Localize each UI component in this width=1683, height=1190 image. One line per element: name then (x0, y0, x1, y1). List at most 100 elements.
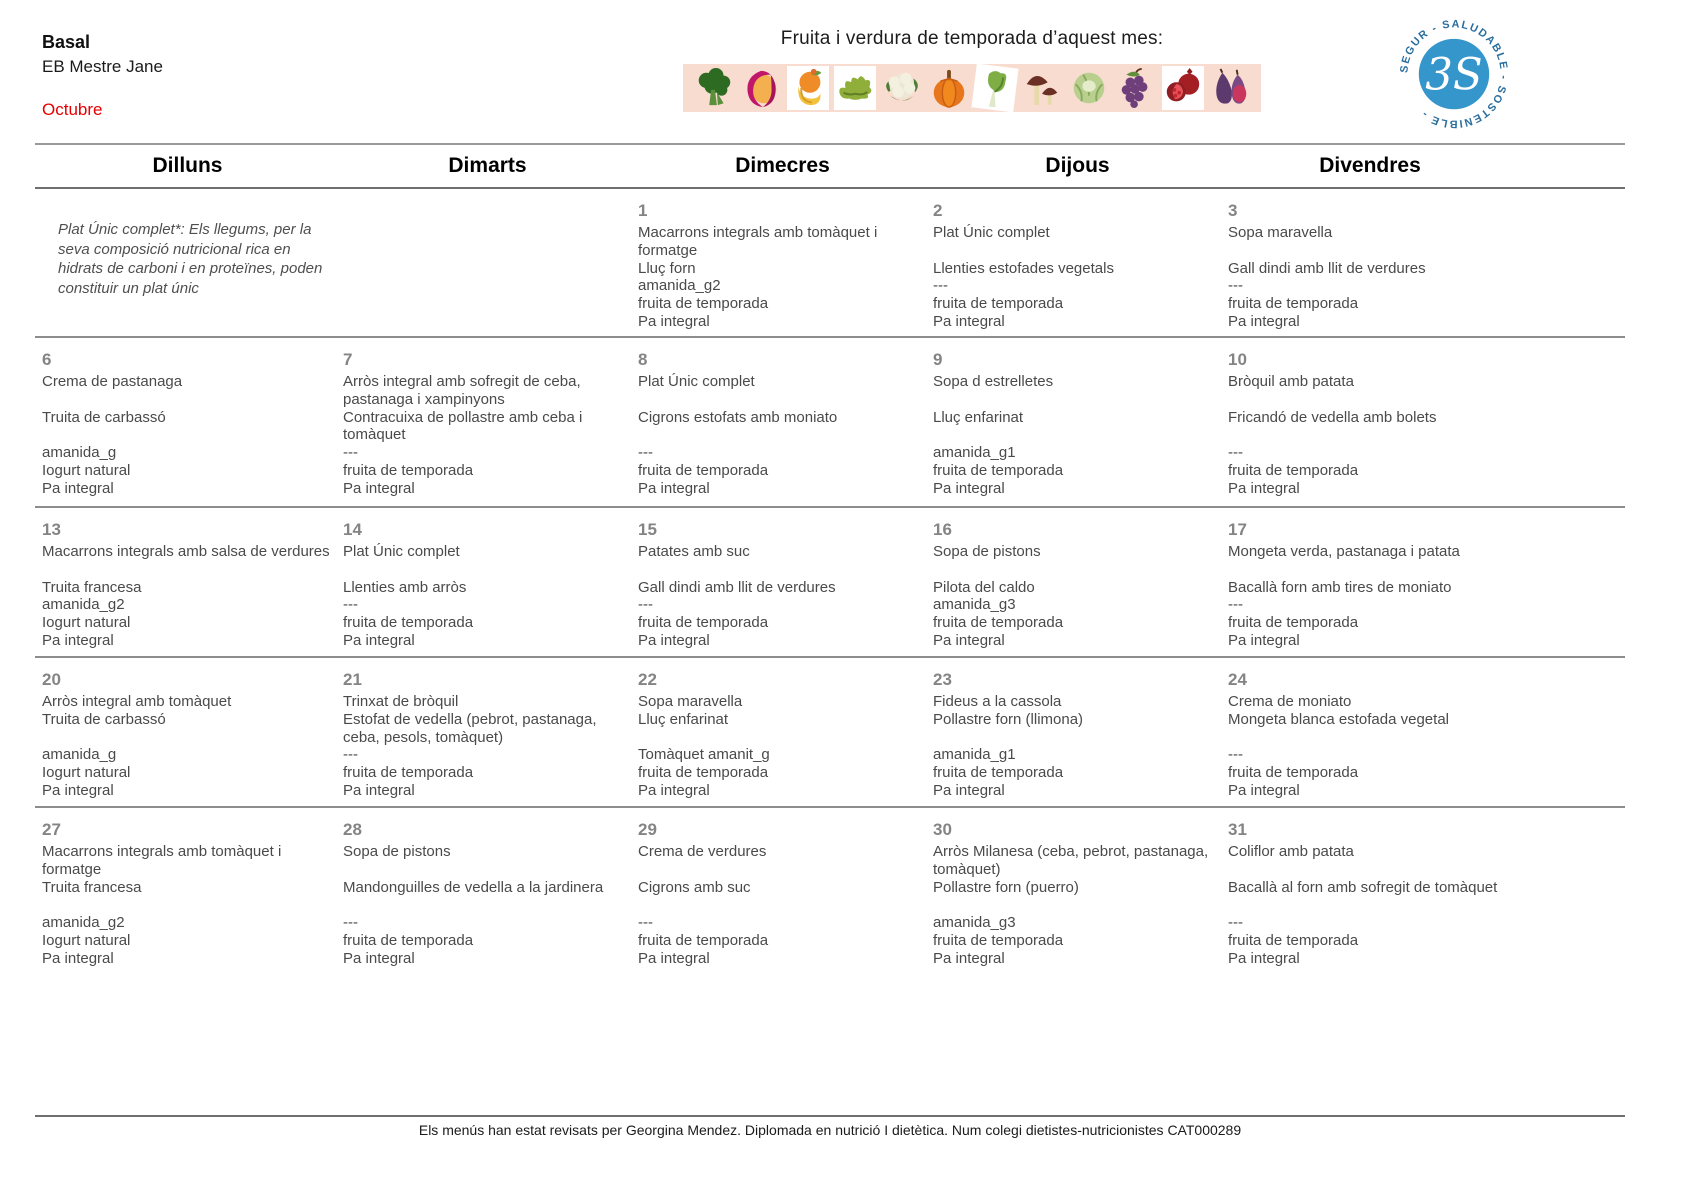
day-cell-14: 14 Plat Únic complet Llenties amb arròs … (340, 508, 635, 656)
season-block: Fruita i verdura de temporada d’aquest m… (683, 28, 1261, 113)
day-number: 20 (42, 670, 61, 689)
header: Basal EB Mestre Jane Octubre Fruita i ve… (0, 0, 1683, 143)
day-number: 29 (638, 820, 657, 839)
day-number: 9 (933, 350, 943, 369)
day-cell-31: 31 Coliflor amb patata Bacallà al forn a… (1225, 808, 1625, 1117)
day-number: 23 (933, 670, 952, 689)
sweet-potato-icon (740, 66, 782, 110)
day-cell-22: 22 Sopa maravella Lluç enfarinat Tomàque… (635, 658, 930, 806)
day-menu: Arròs integral amb tomàquet Truita de ca… (42, 693, 232, 799)
day-number: 17 (1228, 520, 1247, 539)
day-cell-15: 15 Patates amb suc Gall dindi amb llit d… (635, 508, 930, 656)
day-number: 27 (42, 820, 61, 839)
calendar-table: Dilluns Dimarts Dimecres Dijous Divendre… (35, 143, 1625, 1117)
figs-icon (1209, 66, 1251, 110)
day-menu: Arròs integral amb sofregit de ceba, pas… (343, 373, 583, 497)
day-menu: Sopa maravella Lluç enfarinat Tomàquet a… (638, 693, 770, 799)
note-cell: Plat Únic complet*: Els llegums, per la … (35, 189, 340, 336)
month-label: Octubre (42, 100, 103, 119)
day-number: 28 (343, 820, 362, 839)
day-number: 10 (1228, 350, 1247, 369)
brand-logo: 3S SEGUR - SALUDABLE - SOSTENIBLE - (1396, 14, 1512, 130)
day-cell-13: 13 Macarrons integrals amb salsa de verd… (35, 508, 340, 656)
day-header-dijous: Dijous (1045, 154, 1110, 177)
day-menu: Sopa d estrelletes Lluç enfarinat amanid… (933, 373, 1064, 497)
day-cell-3: 3 Sopa maravella Gall dindi amb llit de … (1225, 189, 1625, 336)
grapes-icon (1115, 66, 1157, 110)
week-row-1: Plat Únic complet*: Els llegums, per la … (35, 189, 1625, 338)
week-row-5: 27 Macarrons integrals amb tomàquet i fo… (35, 808, 1625, 1117)
day-cell-23: 23 Fideus a la cassola Pollastre forn (l… (930, 658, 1225, 806)
day-number: 3 (1228, 201, 1238, 220)
day-cell-27: 27 Macarrons integrals amb tomàquet i fo… (35, 808, 340, 1117)
day-header-dimecres: Dimecres (735, 154, 830, 177)
day-number: 24 (1228, 670, 1247, 689)
chard-icon (971, 63, 1019, 113)
day-cell-2: 2 Plat Únic complet Llenties estofades v… (930, 189, 1225, 336)
day-number: 6 (42, 350, 52, 369)
day-menu: Mongeta verda, pastanaga i patata Bacall… (1228, 543, 1460, 649)
day-cell-20: 20 Arròs integral amb tomàquet Truita de… (35, 658, 340, 806)
day-cell-28: 28 Sopa de pistons Mandonguilles de vede… (340, 808, 635, 1117)
program-name: Basal (42, 32, 91, 52)
day-cell-8: 8 Plat Únic complet Cigrons estofats amb… (635, 338, 930, 506)
day-cell-24: 24 Crema de moniato Mongeta blanca estof… (1225, 658, 1625, 806)
day-menu: Arròs Milanesa (ceba, pebrot, pastanaga,… (933, 843, 1209, 967)
day-menu: Macarrons integrals amb tomàquet i forma… (638, 224, 878, 330)
day-menu: Patates amb suc Gall dindi amb llit de v… (638, 543, 836, 649)
day-menu: Crema de moniato Mongeta blanca estofada… (1228, 693, 1449, 799)
day-cell-21: 21 Trinxat de bròquil Estofat de vedella… (340, 658, 635, 806)
logo-monogram: 3S (1425, 51, 1482, 101)
day-menu: Coliflor amb patata Bacallà al forn amb … (1228, 843, 1498, 967)
day-menu: Sopa maravella Gall dindi amb llit de ve… (1228, 224, 1426, 330)
day-cell-7: 7 Arròs integral amb sofregit de ceba, p… (340, 338, 635, 506)
day-number: 21 (343, 670, 362, 689)
day-cell-9: 9 Sopa d estrelletes Lluç enfarinat aman… (930, 338, 1225, 506)
day-number: 13 (42, 520, 61, 539)
day-menu: Crema de verdures Cigrons amb suc --- fr… (638, 843, 769, 967)
week-row-4: 20 Arròs integral amb tomàquet Truita de… (35, 658, 1625, 808)
day-menu: Macarrons integrals amb tomàquet i forma… (42, 843, 282, 967)
school-block: Basal EB Mestre Jane (42, 32, 163, 77)
week-row-3: 13 Macarrons integrals amb salsa de verd… (35, 508, 1625, 658)
cauliflower-icon (881, 66, 923, 110)
cabbage-icon (1068, 66, 1110, 110)
escarole-icon (833, 66, 876, 110)
day-menu: Bròquil amb patata Fricandó de vedella a… (1228, 373, 1437, 497)
pumpkin-icon (928, 66, 970, 110)
day-menu: Crema de pastanaga Truita de carbassó am… (42, 373, 183, 497)
day-cell-1: 1 Macarrons integrals amb tomàquet i for… (635, 189, 930, 336)
day-number: 1 (638, 201, 648, 220)
empty-cell (340, 189, 635, 336)
season-strip (683, 63, 1261, 113)
day-menu: Plat Únic complet Llenties amb arròs ---… (343, 543, 474, 649)
school-name: EB Mestre Jane (42, 57, 163, 76)
season-title: Fruita i verdura de temporada d’aquest m… (780, 28, 1164, 49)
day-header-row: Dilluns Dimarts Dimecres Dijous Divendre… (35, 145, 1625, 189)
day-header-dilluns: Dilluns (152, 154, 223, 177)
footer-note: Els menús han estat revisats per Georgin… (418, 1122, 1242, 1138)
day-number: 22 (638, 670, 657, 689)
day-number: 15 (638, 520, 657, 539)
day-number: 2 (933, 201, 943, 220)
plat-unic-note: Plat Únic complet*: Els llegums, per la … (58, 221, 323, 297)
day-menu: Plat Únic complet Llenties estofades veg… (933, 224, 1114, 330)
mango-icon (787, 66, 830, 110)
day-number: 8 (638, 350, 648, 369)
day-menu: Macarrons integrals amb salsa de verdure… (42, 543, 330, 649)
day-cell-29: 29 Crema de verdures Cigrons amb suc ---… (635, 808, 930, 1117)
day-menu: Trinxat de bròquil Estofat de vedella (p… (343, 693, 597, 799)
day-number: 7 (343, 350, 353, 369)
footer: Els menús han estat revisats per Georgin… (35, 1115, 1625, 1138)
pomegranate-icon (1161, 66, 1204, 110)
week-row-2: 6 Crema de pastanaga Truita de carbassó … (35, 338, 1625, 508)
day-cell-10: 10 Bròquil amb patata Fricandó de vedell… (1225, 338, 1625, 506)
day-number: 30 (933, 820, 952, 839)
broccoli-icon (693, 66, 735, 110)
day-cell-16: 16 Sopa de pistons Pilota del caldo aman… (930, 508, 1225, 656)
day-number: 14 (343, 520, 362, 539)
day-cell-17: 17 Mongeta verda, pastanaga i patata Bac… (1225, 508, 1625, 656)
day-header-divendres: Divendres (1319, 154, 1421, 177)
day-cell-30: 30 Arròs Milanesa (ceba, pebrot, pastana… (930, 808, 1225, 1117)
